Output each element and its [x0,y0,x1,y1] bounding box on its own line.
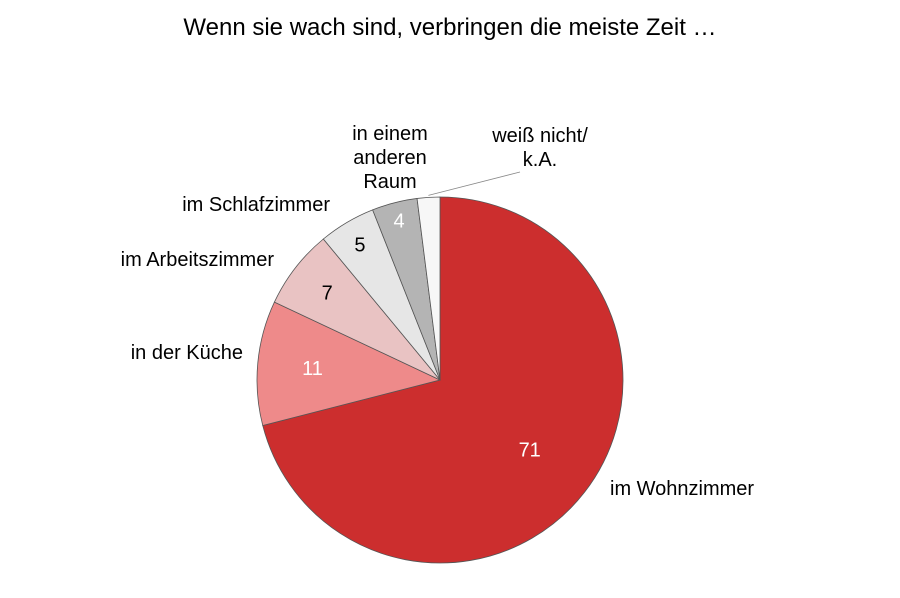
category-label-im-wohnzimmer: im Wohnzimmer [610,478,754,500]
leader-lines [428,171,521,196]
category-label-weiss-nicht-k-a: weiß nicht/k.A. [491,125,588,171]
pie-slice-im-wohnzimmer [262,196,624,564]
category-label-im-arbeitszimmer: im Arbeitszimmer [121,249,275,271]
chart-title: Wenn sie wach sind, verbringen die meist… [183,14,717,41]
pie-slices [256,196,624,564]
pie-slice-weiss-nicht-k-a [416,196,441,381]
leader-line-weiss-nicht-k-a [428,171,521,196]
value-labels: 71 11 7 5 4 [302,211,541,462]
value-label-im-arbeitszimmer: 7 [322,283,333,305]
value-label-im-schlafzimmer: 5 [354,235,365,257]
category-label-in-einem-anderen-raum: in einem anderen Raum [352,123,428,193]
value-label-in-der-kueche: 11 [302,358,323,380]
pie-slice-in-der-kueche [256,301,442,426]
category-labels: im Wohnzimmer in der Küche im Arbeitszimme… [121,123,755,500]
value-label-im-wohnzimmer: 71 [519,440,541,462]
category-label-in-der-kueche: in der Küche [131,342,243,364]
value-label-in-einem-anderen-raum: 4 [393,211,404,233]
category-label-im-schlafzimmer: im Schlafzimmer [182,194,330,216]
